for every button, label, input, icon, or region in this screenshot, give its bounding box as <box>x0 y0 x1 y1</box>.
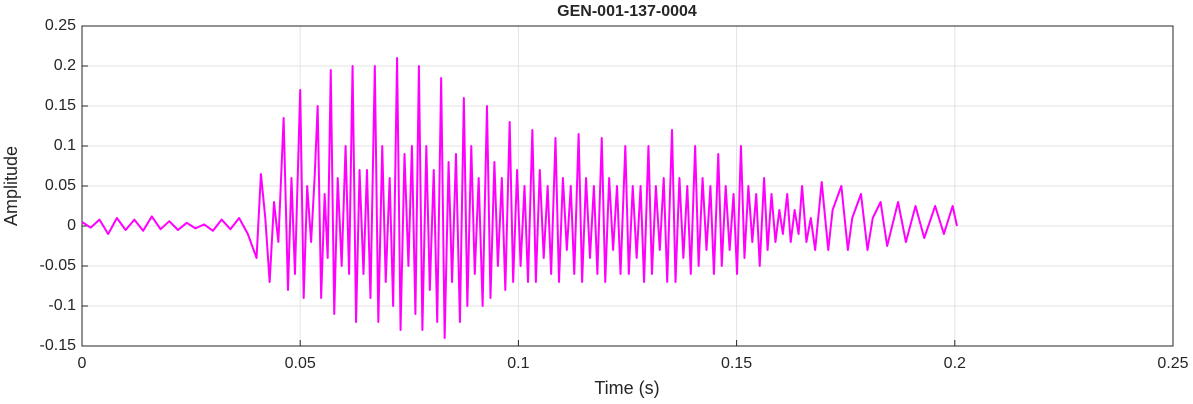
chart-title: GEN-001-137-0004 <box>557 3 697 20</box>
y-tick-label: -0.1 <box>48 297 76 314</box>
y-tick-label: 0.05 <box>45 177 76 194</box>
x-tick-label: 0.05 <box>285 355 316 372</box>
x-tick-label: 0 <box>78 355 87 372</box>
x-tick-label: 0.15 <box>721 355 752 372</box>
x-tick-label: 0.1 <box>507 355 529 372</box>
y-tick-label: 0.15 <box>45 97 76 114</box>
plot-frame <box>81 25 1174 347</box>
y-tick-label: -0.05 <box>40 257 77 274</box>
y-tick-label: -0.15 <box>40 337 77 354</box>
y-tick-label: 0.25 <box>45 17 76 34</box>
y-tick-label: 0.2 <box>54 57 76 74</box>
x-axis-label: Time (s) <box>594 378 659 398</box>
x-tick-label: 0.25 <box>1157 355 1188 372</box>
y-axis-label: Amplitude <box>1 146 21 226</box>
y-tick-label: 0 <box>67 217 76 234</box>
x-tick-label: 0.2 <box>944 355 966 372</box>
y-tick-label: 0.1 <box>54 137 76 154</box>
waveform-line <box>81 57 958 339</box>
